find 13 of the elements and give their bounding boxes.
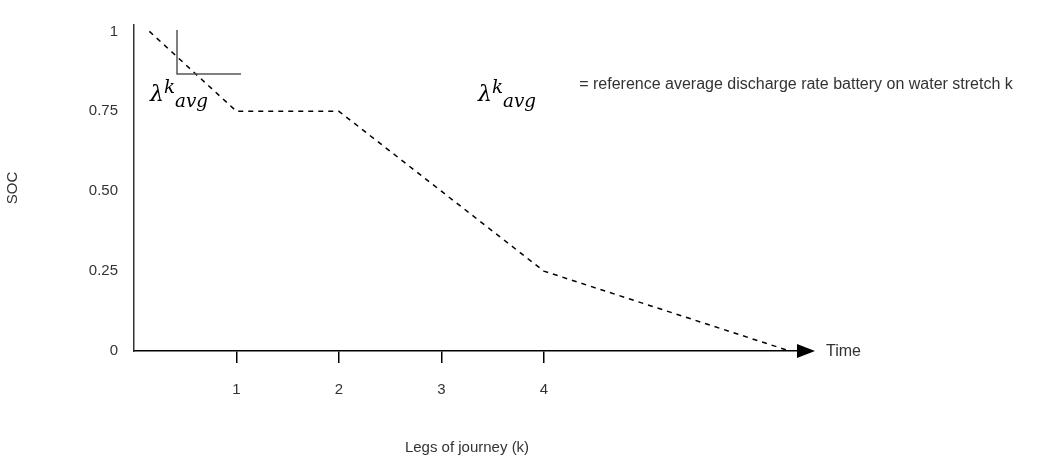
y-tick-label: 0.50 bbox=[88, 181, 118, 199]
text: Time bbox=[826, 341, 861, 361]
y-tick-label: 1 bbox=[109, 21, 118, 39]
annotation: = reference average discharge rate battery on water stretch k bbox=[578, 74, 1014, 94]
x-tick-label: 4 bbox=[539, 380, 549, 398]
y-tick-label: 0.75 bbox=[88, 101, 118, 119]
x-axis-title: Legs of journey (k) bbox=[404, 438, 530, 456]
x-tick-label: 1 bbox=[232, 380, 241, 398]
y-tick-label: 0.25 bbox=[88, 261, 118, 279]
y-axis-title: SOC bbox=[3, 171, 21, 205]
x-tick-label: 3 bbox=[437, 380, 446, 398]
x-tick-label: 2 bbox=[334, 380, 344, 398]
y-tick-label: 0 bbox=[109, 341, 118, 359]
